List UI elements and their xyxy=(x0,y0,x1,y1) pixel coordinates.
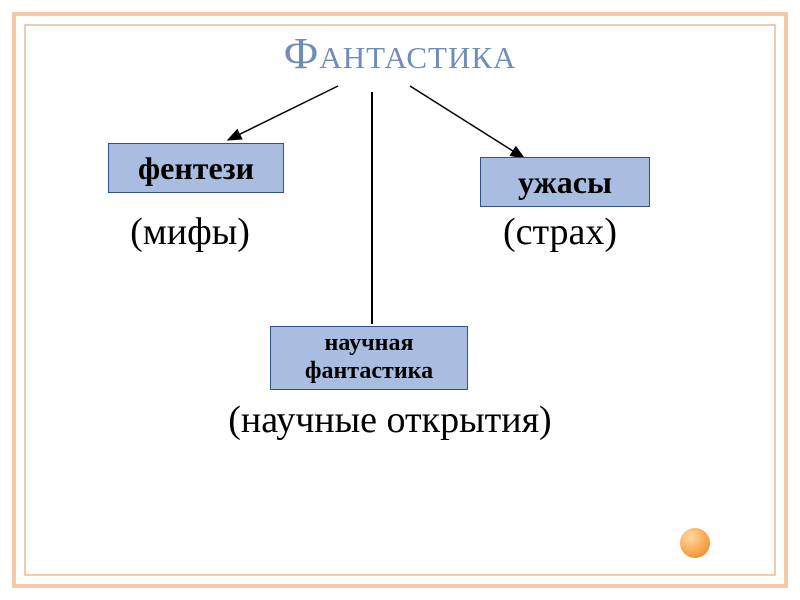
node-scifi-sub: (научные открытия) xyxy=(180,398,600,442)
bullet-icon xyxy=(680,528,710,558)
node-fantasy-sub: (мифы) xyxy=(80,210,300,254)
border-inner xyxy=(24,24,776,576)
slide: { "title": "Фантастика", "title_color": … xyxy=(0,0,800,600)
node-horror-sub: (страх) xyxy=(430,210,690,254)
node-horror-box: ужасы xyxy=(480,157,650,207)
slide-title: Фантастика xyxy=(0,28,800,79)
node-scifi-box: научная фантастика xyxy=(270,326,468,390)
center-vline xyxy=(371,92,373,324)
node-fantasy-box: фентези xyxy=(108,143,284,193)
